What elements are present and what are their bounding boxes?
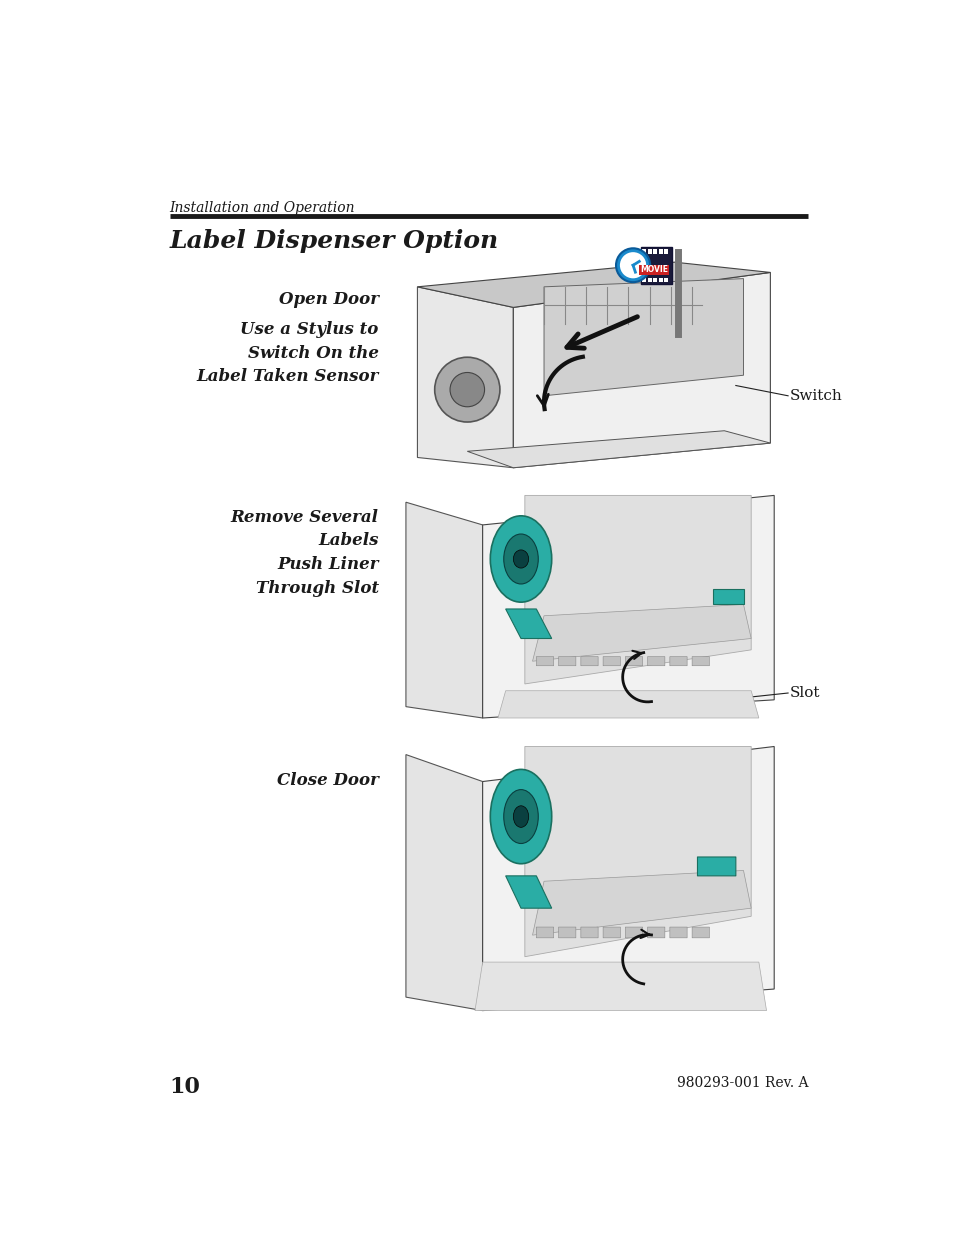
Text: 980293-001 Rev. A: 980293-001 Rev. A xyxy=(676,1076,807,1091)
Polygon shape xyxy=(405,503,482,718)
FancyBboxPatch shape xyxy=(647,927,664,937)
Bar xyxy=(663,249,667,253)
Polygon shape xyxy=(543,279,742,395)
Bar xyxy=(647,278,651,283)
Bar xyxy=(658,249,661,253)
FancyBboxPatch shape xyxy=(602,927,619,937)
Polygon shape xyxy=(417,287,513,468)
Text: Close Door: Close Door xyxy=(276,772,378,789)
Text: Push Liner
Through Slot: Push Liner Through Slot xyxy=(255,556,378,597)
Text: 10: 10 xyxy=(170,1076,200,1098)
Polygon shape xyxy=(524,746,750,957)
Text: Use a Stylus to
Switch On the
Label Taken Sensor: Use a Stylus to Switch On the Label Take… xyxy=(196,321,378,385)
Bar xyxy=(653,249,657,253)
Text: MOVIE: MOVIE xyxy=(639,266,667,274)
FancyBboxPatch shape xyxy=(625,657,642,666)
Polygon shape xyxy=(513,273,770,468)
Text: Open Door: Open Door xyxy=(278,290,378,308)
Polygon shape xyxy=(524,495,750,684)
FancyBboxPatch shape xyxy=(536,927,553,937)
Polygon shape xyxy=(405,755,482,1010)
Text: Slot: Slot xyxy=(789,685,820,700)
FancyBboxPatch shape xyxy=(536,657,553,666)
Ellipse shape xyxy=(503,534,537,584)
Polygon shape xyxy=(482,495,774,718)
Ellipse shape xyxy=(513,550,528,568)
Polygon shape xyxy=(532,871,750,935)
Ellipse shape xyxy=(490,516,551,603)
FancyBboxPatch shape xyxy=(580,927,598,937)
Polygon shape xyxy=(482,746,774,1010)
FancyBboxPatch shape xyxy=(669,657,686,666)
Ellipse shape xyxy=(503,789,537,844)
Polygon shape xyxy=(417,262,770,308)
FancyBboxPatch shape xyxy=(647,657,664,666)
Text: Switch: Switch xyxy=(789,389,841,403)
Bar xyxy=(712,589,742,604)
Bar xyxy=(647,249,651,253)
FancyBboxPatch shape xyxy=(558,657,576,666)
Circle shape xyxy=(450,373,484,406)
FancyBboxPatch shape xyxy=(640,247,671,284)
Text: Remove Several
Labels: Remove Several Labels xyxy=(231,509,378,550)
FancyBboxPatch shape xyxy=(691,657,709,666)
FancyBboxPatch shape xyxy=(580,657,598,666)
Polygon shape xyxy=(505,609,551,638)
Bar xyxy=(663,278,667,283)
Circle shape xyxy=(616,248,649,282)
Circle shape xyxy=(435,357,499,422)
FancyBboxPatch shape xyxy=(625,927,642,937)
Text: Label Dispenser Option: Label Dispenser Option xyxy=(170,228,498,253)
Ellipse shape xyxy=(513,805,528,827)
FancyBboxPatch shape xyxy=(669,927,686,937)
FancyBboxPatch shape xyxy=(691,927,709,937)
Bar xyxy=(641,249,645,253)
FancyBboxPatch shape xyxy=(602,657,619,666)
Polygon shape xyxy=(497,690,758,718)
Text: Installation and Operation: Installation and Operation xyxy=(170,200,355,215)
Bar xyxy=(658,278,661,283)
Ellipse shape xyxy=(490,769,551,863)
FancyBboxPatch shape xyxy=(558,927,576,937)
Bar xyxy=(653,278,657,283)
FancyBboxPatch shape xyxy=(697,857,735,876)
Bar xyxy=(641,278,645,283)
Polygon shape xyxy=(505,876,551,908)
Circle shape xyxy=(619,252,645,278)
Polygon shape xyxy=(475,962,765,1010)
Polygon shape xyxy=(467,431,770,468)
Polygon shape xyxy=(532,604,750,661)
